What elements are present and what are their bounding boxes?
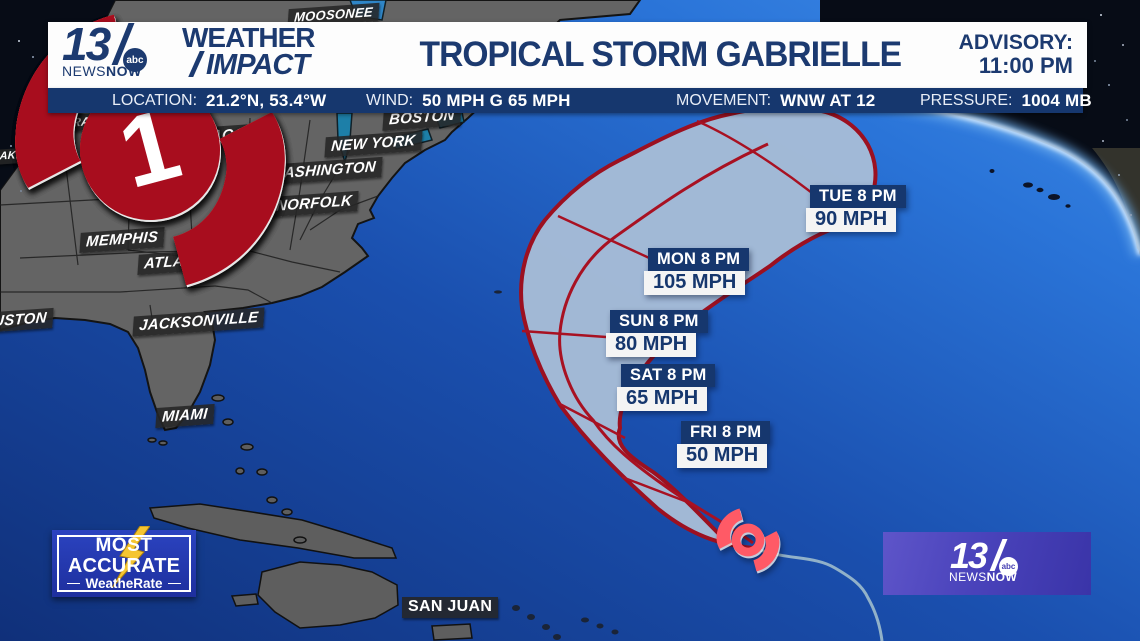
hurricane-icon-current [713, 505, 783, 575]
storm-title: TROPICAL STORM GABRIELLE [419, 35, 903, 74]
station-badge-number: 13 [950, 534, 988, 576]
forecast-label-sun: SUN 8 PM 80 MPH [606, 310, 708, 357]
forecast-wind: 105 MPH [644, 271, 746, 295]
station-news: NEWS [62, 63, 106, 79]
stat-label: WIND: [366, 91, 414, 109]
stat-value: 21.2°N, 53.4°W [206, 90, 327, 110]
stat-value: 50 MPH G 65 MPH [422, 90, 571, 110]
stat-wind: WIND: 50 MPH G 65 MPH [366, 88, 571, 113]
most-label: MOST [95, 535, 153, 557]
stat-value: 1004 MB [1021, 90, 1092, 110]
abc-network-icon: abc [999, 556, 1018, 576]
stat-label: MOVEMENT: [676, 91, 772, 109]
forecast-day: MON 8 PM [648, 248, 750, 271]
forecast-wind: 65 MPH [617, 387, 708, 411]
forecast-cone [519, 105, 878, 550]
azores-islands [989, 169, 1071, 208]
island-cuba [148, 503, 398, 559]
stat-movement: MOVEMENT: WNW AT 12 [676, 88, 875, 113]
stat-value: WNW AT 12 [780, 90, 876, 110]
forecast-label-fri: FRI 8 PM 50 MPH [677, 421, 771, 468]
lesser-antilles [494, 290, 619, 640]
station-badge-logo: 13 abc NEWSNOW [944, 535, 1030, 586]
weatherate-frame: MOST ACCURATE WeatheRate [57, 535, 191, 592]
forecast-wind: 50 MPH [677, 444, 768, 468]
station-badge: 13 abc NEWSNOW [883, 532, 1091, 595]
weather-wordmark: WEATHER [182, 22, 315, 53]
forecast-day: FRI 8 PM [681, 421, 771, 444]
advisory-time: 11:00 PM [978, 53, 1073, 79]
advisory-block: ADVISORY: 11:00 PM [958, 31, 1073, 79]
forecast-label-mon: MON 8 PM 105 MPH [644, 248, 750, 295]
forecast-label-sat: SAT 8 PM 65 MPH [617, 364, 716, 411]
storm-stats-bar: LOCATION: 21.2°N, 53.4°W WIND: 50 MPH G 65 … [48, 88, 1092, 113]
city-label-miami: MIAMI [155, 403, 215, 429]
far-terminator-land [1092, 148, 1140, 252]
stat-label: PRESSURE: [920, 91, 1013, 109]
abc-network-icon: abc [123, 48, 147, 72]
forecast-day: SAT 8 PM [621, 364, 716, 387]
forecast-day: TUE 8 PM [810, 185, 906, 208]
past-track-line [759, 548, 884, 641]
city-label-san-juan: SAN JUAN [402, 597, 499, 618]
weatherate-badge: MOST ACCURATE WeatheRate [52, 526, 196, 597]
station-badge-now: NOW [986, 569, 1018, 584]
station-now: NOW [106, 63, 142, 79]
header-bar: 13 abc NEWSNOW WEATHER IMPACT TROPICAL S… [48, 18, 1087, 88]
stars-left [18, 40, 20, 42]
stat-pressure: PRESSURE: 1004 MB [920, 88, 1092, 113]
island-puerto-rico [431, 623, 473, 641]
stat-location: LOCATION: 21.2°N, 53.4°W [112, 88, 326, 113]
advisory-label: ADVISORY: [958, 31, 1073, 55]
islands [147, 394, 473, 641]
stars-right [1100, 14, 1102, 16]
accurate-label: ACCURATE [67, 554, 181, 577]
impact-slash [188, 51, 205, 77]
forecast-wind: 90 MPH [806, 208, 897, 232]
impact-wordmark: IMPACT [206, 49, 310, 81]
weather-impact-logo: WEATHER IMPACT [172, 22, 362, 85]
island-jamaica [230, 593, 259, 607]
island-hispaniola [257, 561, 399, 629]
station-newsnow: NEWSNOW [62, 63, 142, 79]
stat-label: LOCATION: [112, 91, 198, 109]
station-logo: 13 abc NEWSNOW [60, 18, 172, 85]
lightning-bolt-icon [111, 526, 150, 589]
station-badge-newsnow: NEWSNOW [949, 570, 1017, 584]
forecast-wind: 80 MPH [606, 333, 697, 357]
forecast-label-tue: TUE 8 PM 90 MPH [806, 185, 906, 232]
forecast-day: SUN 8 PM [610, 310, 708, 333]
forecast-track-line [558, 142, 769, 545]
weatherate-label: WeatheRate [67, 577, 180, 591]
station-number: 13 [62, 18, 111, 70]
station-badge-news: NEWS [949, 569, 987, 584]
